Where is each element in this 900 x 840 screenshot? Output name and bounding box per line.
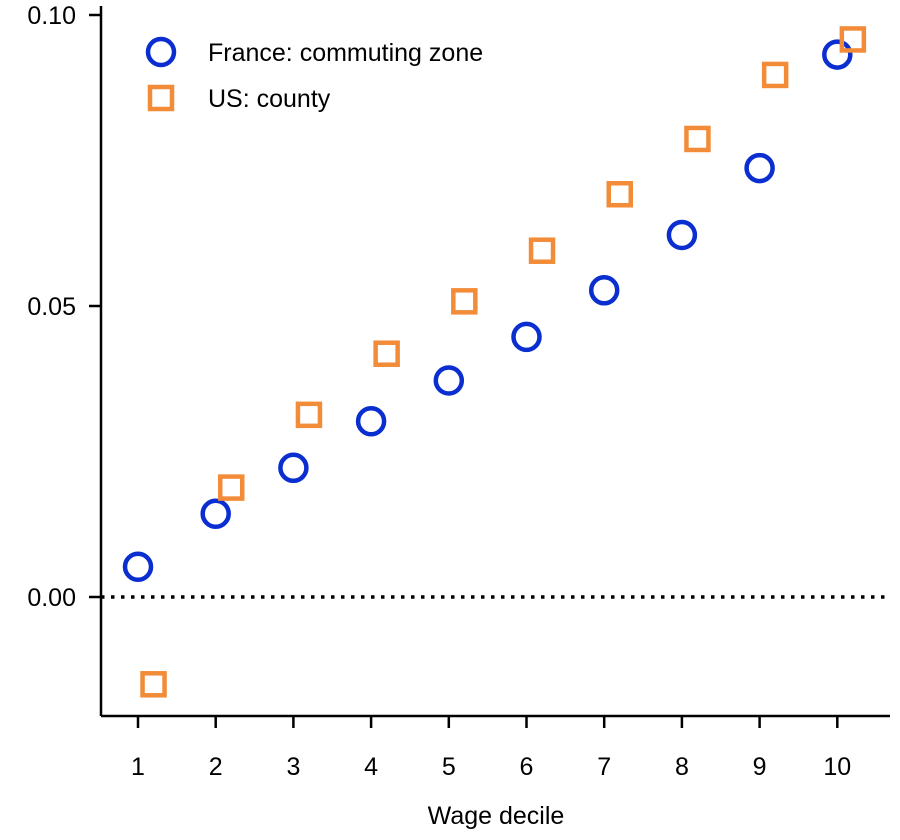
series-us (140, 26, 867, 698)
x-axis-title: Wage decile (428, 802, 565, 830)
legend-marker-france (145, 36, 177, 68)
x-tick-label: 5 (442, 753, 456, 781)
data-point-france (744, 152, 775, 184)
data-point-us (528, 237, 556, 264)
series-france (122, 39, 853, 582)
data-point-france (355, 405, 387, 437)
x-tick-label: 1 (131, 753, 145, 781)
data-point-france (122, 551, 154, 582)
x-tick-label: 9 (753, 753, 767, 781)
data-point-france (433, 365, 465, 396)
legend-label-france: France: commuting zone (208, 39, 483, 67)
x-tick-label: 8 (675, 753, 689, 781)
x-tick-label: 10 (823, 753, 851, 781)
y-tick-label: 0.10 (27, 2, 76, 30)
x-tick-label: 7 (597, 753, 611, 781)
data-point-us (684, 125, 711, 153)
legend-label-us: US: county (208, 85, 331, 113)
data-point-france (822, 39, 853, 70)
data-point-us (451, 288, 478, 315)
data-point-us (217, 474, 245, 501)
x-tick-label: 6 (520, 753, 534, 781)
data-point-us (839, 26, 867, 53)
data-point-france (511, 321, 542, 353)
x-tick-label: 2 (209, 753, 223, 781)
data-point-france (200, 498, 231, 530)
data-point-us (761, 61, 789, 89)
data-point-france (666, 219, 698, 251)
legend-marker-us (147, 84, 175, 112)
legend: France: commuting zone US: county (145, 36, 483, 113)
data-point-us (373, 340, 400, 367)
y-tick-label: 0.05 (27, 293, 76, 321)
x-tick-label: 4 (364, 753, 378, 781)
x-tick-label: 3 (286, 753, 300, 781)
data-point-us (606, 181, 633, 208)
y-tick-label: 0.00 (27, 584, 76, 612)
data-point-us (140, 671, 167, 698)
data-point-france (278, 452, 309, 484)
data-point-us (295, 401, 323, 429)
data-point-france (588, 275, 620, 306)
